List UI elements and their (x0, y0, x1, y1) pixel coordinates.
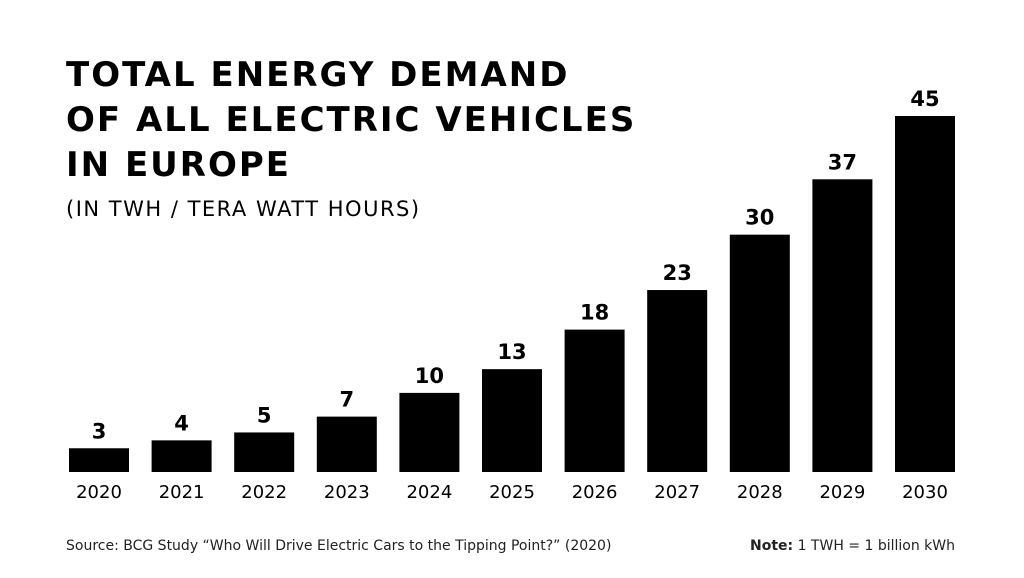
value-label: 23 (663, 261, 692, 285)
x-tick-label: 2028 (737, 482, 783, 503)
value-label: 4 (174, 411, 189, 435)
bar (399, 392, 460, 472)
note-label: Note: (750, 538, 793, 554)
x-tick-label: 2020 (76, 482, 122, 503)
x-tick-label: 2026 (572, 482, 618, 503)
value-label: 5 (257, 403, 272, 427)
bar (647, 290, 708, 472)
value-label: 18 (580, 301, 609, 325)
value-label: 7 (339, 388, 354, 412)
value-label: 3 (92, 419, 107, 443)
x-tick-label: 2022 (241, 482, 287, 503)
note-text: 1 TWH = 1 billion kWh (798, 538, 955, 554)
x-tick-label: 2023 (324, 482, 370, 503)
x-tick-label: 2024 (406, 482, 452, 503)
x-tick-label: 2025 (489, 482, 535, 503)
bar (316, 416, 377, 472)
value-label: 10 (415, 364, 444, 388)
x-tick-label: 2030 (902, 482, 948, 503)
chart-subtitle: (IN TWH / TERA WATT HOURS) (66, 197, 421, 221)
chart-title-line: IN EUROPE (66, 145, 291, 185)
value-label: 13 (497, 340, 526, 364)
bar (729, 234, 790, 472)
value-label: 37 (828, 150, 857, 174)
bar (234, 432, 295, 472)
chart-title-line: OF ALL ELECTRIC VEHICLES (66, 100, 636, 140)
bar (564, 329, 625, 472)
note: Note: 1 TWH = 1 billion kWh (750, 538, 955, 554)
bar (151, 440, 212, 472)
source: Source: BCG Study “Who Will Drive Electr… (66, 538, 611, 554)
value-label: 30 (745, 206, 774, 230)
x-tick-label: 2027 (654, 482, 700, 503)
value-label: 45 (910, 87, 939, 111)
x-tick-label: 2029 (819, 482, 865, 503)
bar (895, 116, 955, 472)
bar (482, 369, 542, 472)
bar (69, 448, 129, 472)
bar (812, 179, 873, 473)
x-tick-label: 2021 (159, 482, 205, 503)
chart-title-line: TOTAL ENERGY DEMAND (66, 55, 569, 95)
